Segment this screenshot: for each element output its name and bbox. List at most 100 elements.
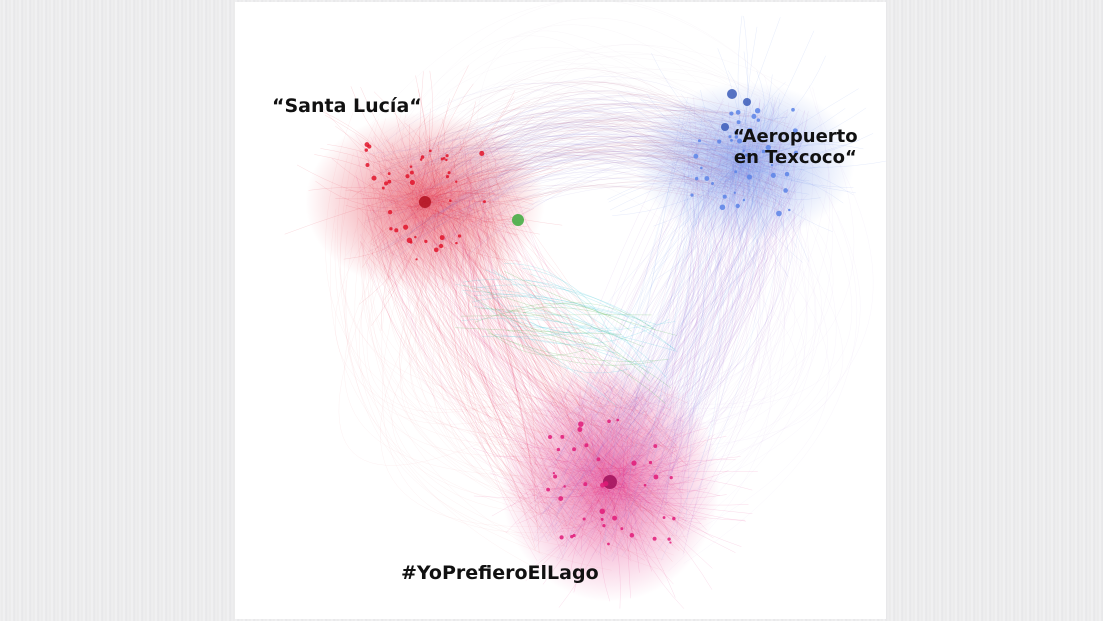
edge-outer-top	[440, 51, 701, 198]
node-pink	[558, 496, 564, 501]
edge-red-pink	[476, 217, 533, 505]
edge-red-pink	[446, 174, 632, 562]
edge-local	[414, 151, 461, 206]
edge-accent	[464, 292, 617, 407]
edge-local	[722, 162, 745, 306]
edge-accent	[462, 290, 656, 325]
edge-local	[542, 459, 619, 471]
edge-red-pink	[421, 163, 568, 438]
edge-blue-pink	[621, 185, 763, 443]
edge-blue-pink	[561, 160, 734, 474]
edge-red-blue	[423, 148, 727, 224]
edge-blue-pink	[570, 166, 806, 471]
edge-red-pink	[429, 189, 621, 474]
edge-blue-pink	[603, 220, 740, 462]
edge-blue-pink	[559, 112, 798, 421]
edge-red-pink	[469, 175, 616, 538]
edge-accent	[503, 263, 593, 322]
edge-accent	[477, 278, 588, 334]
edge-red-pink	[359, 233, 664, 437]
edge-red-pink	[465, 150, 622, 469]
edge-local	[595, 425, 649, 477]
edge-red-pink	[412, 256, 648, 412]
edge-local	[624, 470, 729, 485]
edge-red-pink	[463, 239, 655, 451]
edge-outer-right	[544, 213, 788, 542]
edge-red-pink	[494, 155, 659, 513]
edge-local	[608, 173, 745, 203]
edge-red-pink	[393, 183, 678, 542]
edge-red-pink	[430, 222, 624, 462]
edge-local	[612, 170, 742, 216]
edge-red-pink	[406, 252, 542, 450]
edge-red-blue	[478, 156, 760, 244]
edge-red-pink	[371, 149, 654, 516]
edge-outer-top	[371, 2, 801, 124]
edge-local	[433, 197, 529, 263]
edge-blue-pink	[661, 98, 780, 561]
edge-blue-pink	[686, 210, 714, 426]
edge-local	[658, 148, 752, 174]
edge-blue-pink	[585, 207, 693, 453]
edge-blue-pink	[584, 213, 733, 489]
edge-local	[607, 396, 627, 474]
edge-red-pink	[404, 191, 665, 421]
edge-local	[739, 117, 751, 171]
edge-local	[387, 209, 414, 281]
edge-red-pink	[399, 197, 660, 480]
edge-red-pink	[390, 210, 687, 465]
edge-outer-top	[452, 113, 698, 273]
edge-blue-pink	[663, 139, 699, 515]
edge-red-pink	[438, 168, 601, 408]
edge-red-pink	[443, 193, 637, 411]
edge-red-pink	[472, 188, 683, 466]
edge-local	[738, 15, 749, 170]
edge-local	[623, 468, 631, 599]
edge-red-pink	[428, 226, 630, 479]
edge-local	[739, 133, 874, 162]
edge-blue-pink	[582, 162, 704, 478]
edge-red-pink	[357, 217, 677, 531]
edge-outer-right	[554, 200, 772, 510]
edge-blue-pink	[550, 115, 703, 425]
edge-outer-left	[339, 119, 565, 399]
edge-blue-pink	[585, 220, 777, 474]
node-red	[415, 258, 418, 261]
edge-outer-left	[359, 225, 559, 457]
edge-red-blue	[456, 130, 791, 166]
edge-blue-pink	[645, 206, 805, 514]
edge-local	[590, 470, 608, 524]
edge-red-blue	[415, 112, 712, 174]
edge-red-pink	[480, 143, 614, 553]
edge-local	[380, 187, 429, 331]
edge-outer-left	[384, 130, 613, 413]
edge-local	[721, 110, 758, 172]
edge-red-pink	[412, 193, 600, 494]
edge-blue-pink	[616, 218, 705, 473]
edge-outer-top	[460, 77, 718, 264]
edge-local	[413, 215, 509, 325]
edge-red-pink	[403, 132, 628, 465]
edge-red-blue	[384, 144, 756, 215]
edge-blue-pink	[635, 218, 805, 461]
node-pink	[572, 533, 576, 538]
edge-local	[621, 485, 632, 551]
edge-blue-pink	[645, 194, 777, 523]
edge-blue-pink	[665, 147, 724, 505]
edge-red-pink	[435, 190, 679, 448]
edge-accent	[513, 326, 621, 329]
edge-local	[546, 409, 610, 478]
edge-outer-right	[551, 182, 810, 432]
edge-outer-left	[407, 244, 543, 414]
edge-blue-pink	[561, 219, 802, 451]
edge-red-blue	[391, 134, 697, 194]
edge-red-blue	[429, 136, 786, 190]
node-red	[449, 199, 452, 203]
edge-red-pink	[487, 236, 617, 416]
edge-local	[604, 485, 708, 494]
edge-red-pink	[385, 252, 576, 547]
edge-red-pink	[399, 227, 588, 463]
edge-outer-top	[366, 56, 789, 237]
edge-local	[644, 174, 757, 177]
edge-outer-right	[676, 105, 855, 426]
